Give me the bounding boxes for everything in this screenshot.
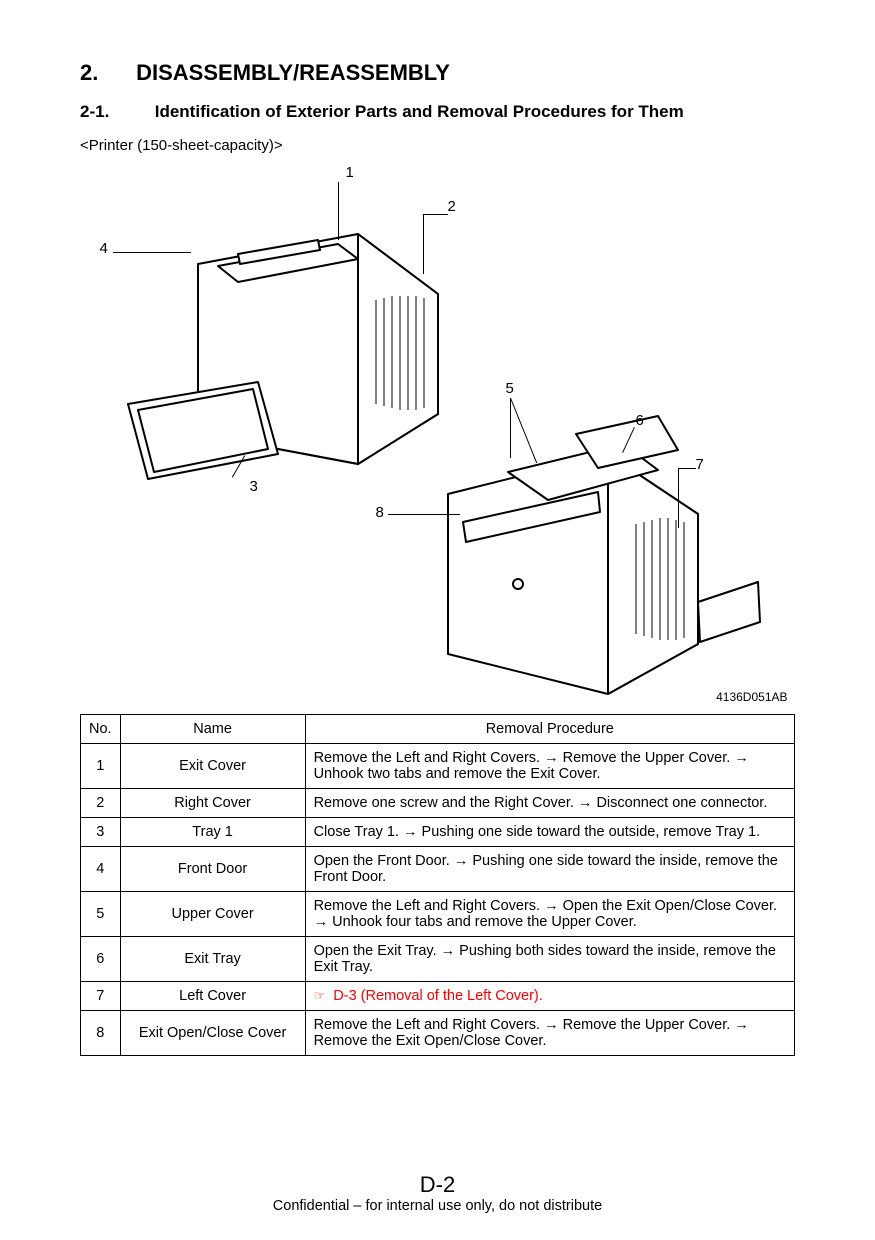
section-number: 2. — [80, 60, 130, 86]
section-heading: 2. DISASSEMBLY/REASSEMBLY — [80, 60, 795, 86]
cell-no: 4 — [81, 846, 121, 891]
cell-name: Exit Tray — [120, 936, 305, 981]
cell-procedure: Remove the Left and Right Covers. → Remo… — [305, 743, 794, 788]
cell-no: 1 — [81, 743, 121, 788]
cell-procedure: Remove the Left and Right Covers. → Remo… — [305, 1010, 794, 1055]
cell-procedure: Open the Exit Tray. → Pushing both sides… — [305, 936, 794, 981]
table-row: 5 Upper Cover Remove the Left and Right … — [81, 891, 795, 936]
col-procedure: Removal Procedure — [305, 714, 794, 743]
cell-no: 7 — [81, 981, 121, 1010]
page-number: D-2 — [0, 1172, 875, 1198]
cell-name: Upper Cover — [120, 891, 305, 936]
printer-rear-right-illustration — [388, 414, 768, 714]
variant-label: <Printer (150-sheet-capacity)> — [80, 137, 795, 154]
callout-4: 4 — [100, 240, 108, 257]
parts-table: No. Name Removal Procedure 1 Exit Cover … — [80, 714, 795, 1056]
col-name: Name — [120, 714, 305, 743]
confidential-footer: Confidential – for internal use only, do… — [0, 1198, 875, 1214]
table-row: 4 Front Door Open the Front Door. → Push… — [81, 846, 795, 891]
callout-5: 5 — [506, 380, 514, 397]
callout-3: 3 — [250, 478, 258, 495]
table-header-row: No. Name Removal Procedure — [81, 714, 795, 743]
callout-8: 8 — [376, 504, 384, 521]
cell-no: 6 — [81, 936, 121, 981]
cell-no: 2 — [81, 788, 121, 817]
cell-name: Front Door — [120, 846, 305, 891]
table-row: 8 Exit Open/Close Cover Remove the Left … — [81, 1010, 795, 1055]
cell-no: 8 — [81, 1010, 121, 1055]
cell-procedure: ☞ D-3 (Removal of the Left Cover). — [305, 981, 794, 1010]
cell-procedure: Close Tray 1. → Pushing one side toward … — [305, 817, 794, 846]
page: 2. DISASSEMBLY/REASSEMBLY 2-1. Identific… — [0, 0, 875, 1240]
leader-line — [423, 214, 448, 215]
cell-name: Left Cover — [120, 981, 305, 1010]
callout-1: 1 — [346, 164, 354, 181]
leader-line — [388, 514, 460, 515]
callout-7: 7 — [696, 456, 704, 473]
table-row: 7 Left Cover ☞ D-3 (Removal of the Left … — [81, 981, 795, 1010]
cross-reference-link[interactable]: D-3 (Removal of the Left Cover). — [333, 988, 543, 1004]
cell-procedure: Open the Front Door. → Pushing one side … — [305, 846, 794, 891]
leader-line — [678, 468, 679, 528]
cell-name: Tray 1 — [120, 817, 305, 846]
cell-no: 5 — [81, 891, 121, 936]
pointer-icon: ☞ — [314, 988, 326, 1003]
cell-procedure: Remove one screw and the Right Cover. → … — [305, 788, 794, 817]
table-row: 3 Tray 1 Close Tray 1. → Pushing one sid… — [81, 817, 795, 846]
leader-line — [423, 214, 424, 274]
section-title-text: DISASSEMBLY/REASSEMBLY — [136, 60, 450, 85]
leader-line — [510, 398, 511, 458]
subsection-number: 2-1. — [80, 98, 150, 127]
cell-name: Exit Cover — [120, 743, 305, 788]
callout-6: 6 — [636, 412, 644, 429]
subsection-heading: 2-1. Identification of Exterior Parts an… — [80, 98, 795, 127]
callout-2: 2 — [448, 198, 456, 215]
col-no: No. — [81, 714, 121, 743]
table-row: 6 Exit Tray Open the Exit Tray. → Pushin… — [81, 936, 795, 981]
leader-line — [338, 182, 339, 240]
subsection-title-text: Identification of Exterior Parts and Rem… — [155, 98, 755, 127]
cell-name: Exit Open/Close Cover — [120, 1010, 305, 1055]
cell-no: 3 — [81, 817, 121, 846]
leader-line — [678, 468, 696, 469]
cell-procedure: Remove the Left and Right Covers. → Open… — [305, 891, 794, 936]
cell-name: Right Cover — [120, 788, 305, 817]
table-row: 2 Right Cover Remove one screw and the R… — [81, 788, 795, 817]
exterior-parts-diagram: 1 2 4 3 5 6 7 8 4136D051AB — [88, 164, 788, 704]
leader-line — [113, 252, 191, 253]
figure-code: 4136D051AB — [716, 690, 787, 704]
table-row: 1 Exit Cover Remove the Left and Right C… — [81, 743, 795, 788]
